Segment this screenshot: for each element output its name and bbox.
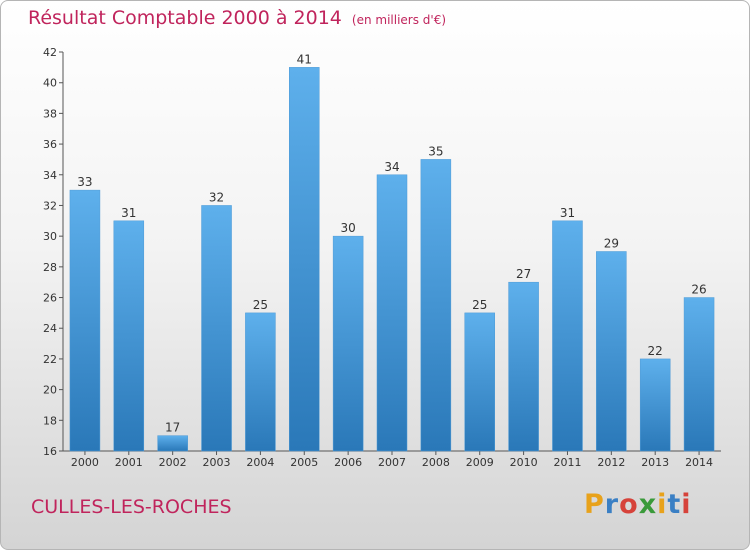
chart-subtitle: (en milliers d'€) <box>351 13 447 27</box>
bar-2012 <box>596 251 627 452</box>
data-label-2002: 17 <box>165 421 180 435</box>
bar-2000 <box>69 189 101 452</box>
logo-letter: i <box>657 489 668 520</box>
y-tick-label: 40 <box>43 77 57 90</box>
chart-labels: 2000 33 2001 31 2002 17 2003 32 2004 25 2005 41 2006… <box>71 52 713 469</box>
bar-2013 <box>639 358 671 452</box>
y-tick-label: 18 <box>43 414 57 427</box>
x-tick-label: 2004 <box>246 456 274 469</box>
data-label-2013: 22 <box>648 344 663 358</box>
y-tick-label: 38 <box>43 107 57 120</box>
x-tick-label: 2003 <box>203 456 231 469</box>
bar-2002 <box>157 435 188 452</box>
logo-letter: t <box>667 489 682 520</box>
x-tick-label: 2002 <box>159 456 187 469</box>
data-label-2009: 25 <box>472 298 487 312</box>
logo-letter: i <box>681 489 692 520</box>
bar-2011 <box>552 220 583 452</box>
bar-2005 <box>289 67 320 452</box>
x-tick-label: 2011 <box>553 456 581 469</box>
data-label-2008: 35 <box>428 144 443 158</box>
bar-2003 <box>201 205 232 452</box>
chart-title: Résultat Comptable 2000 à 2014 (en millie… <box>28 7 446 29</box>
y-tick-label: 34 <box>43 169 57 182</box>
y-tick-label: 16 <box>43 445 57 458</box>
y-tick-label: 28 <box>43 261 57 274</box>
x-tick-label: 2007 <box>378 456 406 469</box>
y-tick-label: 32 <box>43 199 57 212</box>
y-tick-label: 36 <box>43 138 57 151</box>
logo-letter: P <box>584 489 605 520</box>
y-tick-label: 42 <box>43 46 57 59</box>
x-tick-label: 2006 <box>334 456 362 469</box>
logo-letter: o <box>619 489 639 520</box>
x-tick-label: 2005 <box>290 456 318 469</box>
chart-bars <box>69 67 715 452</box>
y-tick-label: 26 <box>43 292 57 305</box>
data-label-2007: 34 <box>384 160 399 174</box>
data-label-2012: 29 <box>604 237 619 251</box>
bar-2009 <box>464 312 495 452</box>
x-tick-label: 2012 <box>597 456 625 469</box>
proxiti-logo: Proxiti <box>584 489 692 520</box>
x-tick-label: 2001 <box>115 456 143 469</box>
bar-2001 <box>113 220 145 452</box>
logo-letter: r <box>604 489 620 520</box>
data-label-2004: 25 <box>253 298 268 312</box>
data-label-2000: 33 <box>77 175 92 189</box>
x-tick-label: 2009 <box>466 456 494 469</box>
bar-2010 <box>508 281 539 452</box>
y-tick-label: 20 <box>43 384 57 397</box>
chart-title-text: Résultat Comptable 2000 à 2014 <box>28 7 342 29</box>
data-label-2011: 31 <box>560 206 575 220</box>
x-tick-label: 2010 <box>510 456 538 469</box>
y-tick-label: 30 <box>43 230 57 243</box>
x-tick-label: 2000 <box>71 456 99 469</box>
data-label-2014: 26 <box>691 283 706 297</box>
bar-2014 <box>683 297 715 452</box>
logo-letter: x <box>638 489 658 520</box>
bar-2008 <box>420 159 452 452</box>
data-label-2006: 30 <box>340 221 355 235</box>
x-tick-label: 2014 <box>685 456 713 469</box>
x-tick-label: 2013 <box>641 456 669 469</box>
data-label-2001: 31 <box>121 206 136 220</box>
data-label-2003: 32 <box>209 190 224 204</box>
data-label-2005: 41 <box>297 52 312 66</box>
x-tick-label: 2008 <box>422 456 450 469</box>
commune-name: CULLES-LES-ROCHES <box>31 496 232 518</box>
y-tick-label: 24 <box>43 322 57 335</box>
bar-2007 <box>376 174 408 452</box>
data-label-2010: 27 <box>516 267 531 281</box>
bar-2006 <box>332 235 364 452</box>
y-tick-label: 22 <box>43 353 57 366</box>
bar-2004 <box>245 312 276 452</box>
